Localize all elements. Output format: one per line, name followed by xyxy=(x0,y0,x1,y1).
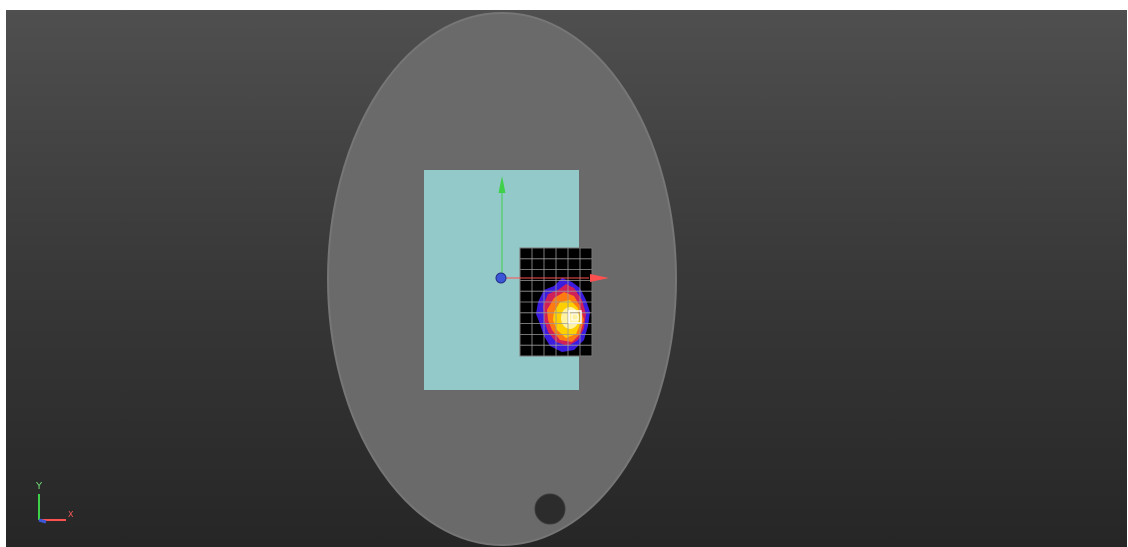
orientation-axis-indicator xyxy=(38,494,66,524)
dose-grid-border xyxy=(519,247,593,357)
dose-max-marker-inner xyxy=(571,313,579,321)
gizmo-center-handle[interactable] xyxy=(495,272,507,284)
scene-canvas[interactable] xyxy=(6,10,1127,547)
dose-max-marker[interactable] xyxy=(568,310,582,324)
3d-viewport[interactable]: Y X xyxy=(6,10,1127,547)
dose-grid-lines xyxy=(520,248,592,356)
axis-indicator-y-label: Y xyxy=(36,481,43,492)
phantom-marker-hole xyxy=(534,493,566,525)
gizmo-y-axis-arrow[interactable] xyxy=(498,176,506,193)
axis-indicator-x-label: X xyxy=(68,510,74,519)
transform-gizmo[interactable] xyxy=(495,176,609,284)
axis-indicator-z xyxy=(38,518,47,524)
dose-grid[interactable] xyxy=(519,247,593,357)
gizmo-x-axis-arrow[interactable] xyxy=(590,274,609,282)
